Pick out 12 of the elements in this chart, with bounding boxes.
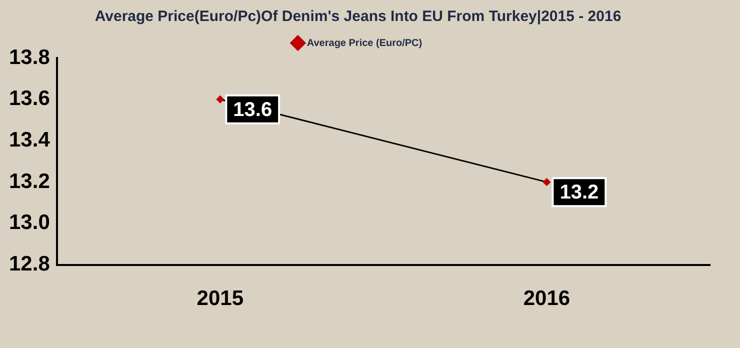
x-tick-label: 2016 xyxy=(523,287,570,310)
chart-title: Average Price(Euro/Pc)Of Denim's Jeans Into EU From Turkey|2015 - 2016 xyxy=(94,8,622,26)
data-label: 13.6 xyxy=(233,98,272,121)
y-tick-label: 13.4 xyxy=(8,128,50,152)
y-tick-label: 13.2 xyxy=(8,170,50,193)
y-tick-label: 13.6 xyxy=(8,87,50,110)
x-tick-label: 2015 xyxy=(196,287,244,310)
y-tick-label: 13.0 xyxy=(8,211,50,234)
legend-label: Average Price (Euro/PC) xyxy=(306,38,422,49)
data-label: 13.2 xyxy=(560,182,599,204)
y-tick-label: 12.8 xyxy=(8,252,50,276)
y-tick-label: 13.8 xyxy=(8,46,50,69)
